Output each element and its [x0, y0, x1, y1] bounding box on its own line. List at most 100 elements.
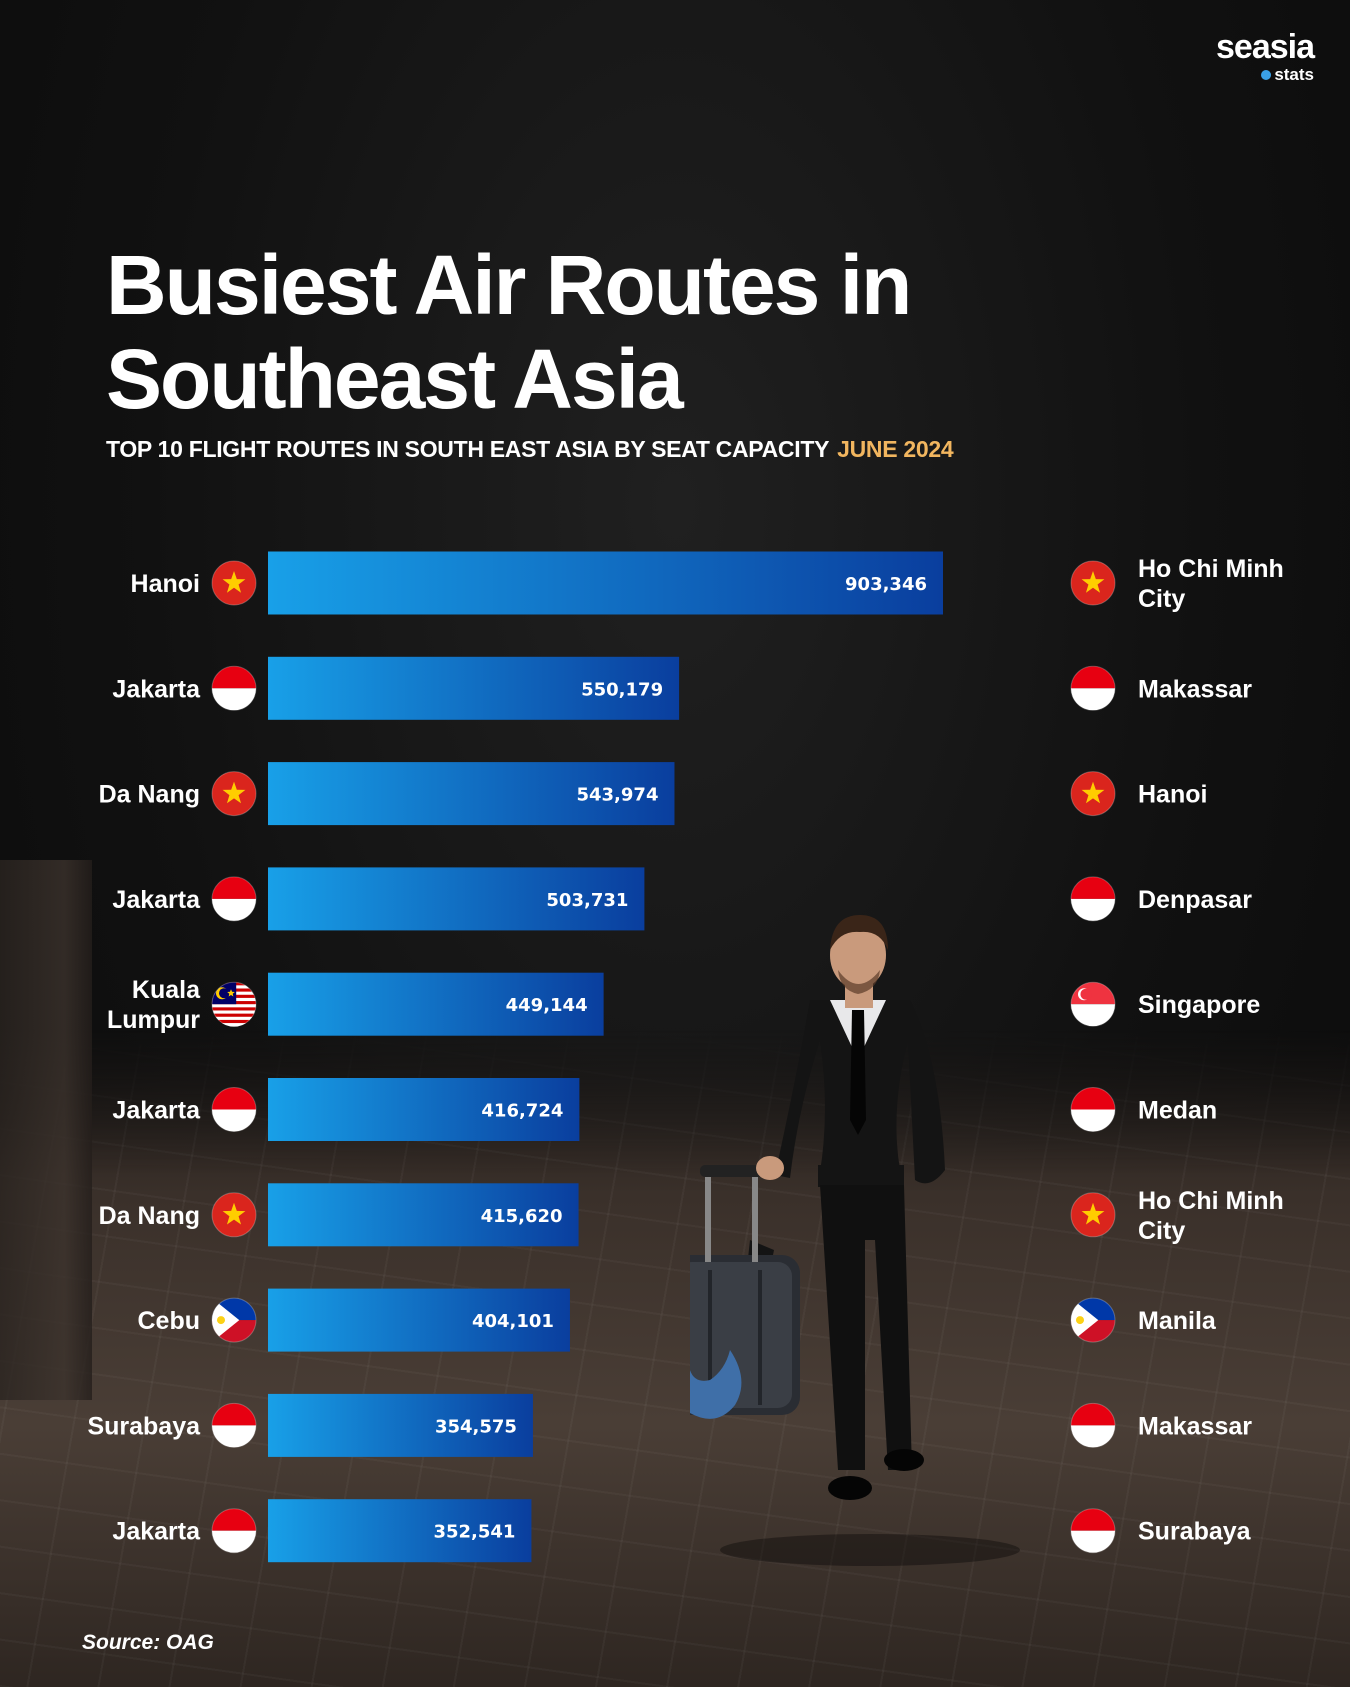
flag-top	[1071, 876, 1115, 899]
flag-top	[212, 1403, 256, 1426]
flag-bottom	[212, 898, 256, 921]
destination-label: Medan	[1138, 1097, 1217, 1125]
indonesia-flag-icon	[1070, 1508, 1116, 1554]
flag-rim	[1070, 1297, 1116, 1343]
bar-value-label: 903,346	[845, 574, 927, 595]
flag-rim	[211, 1192, 257, 1238]
flag-top	[212, 1087, 256, 1110]
flag-body	[212, 1508, 256, 1553]
label-line: Jakarta	[112, 1518, 201, 1546]
flag-top	[212, 666, 256, 689]
indonesia-flag-icon	[211, 1508, 257, 1554]
destination-label: Ho Chi Minh City	[1138, 1187, 1284, 1245]
label-line: Da Nang	[99, 781, 200, 809]
destination-label: Ho Chi Minh City	[1138, 555, 1284, 613]
flag-star	[222, 781, 246, 804]
flag-triangle	[1071, 1298, 1099, 1343]
bar-value-label: 354,575	[435, 1416, 517, 1437]
flag-rim	[211, 1087, 257, 1132]
destination-label: Surabaya	[1138, 1518, 1252, 1546]
flag-top	[1071, 1508, 1115, 1531]
flag-rim	[211, 1402, 257, 1448]
philippines-flag-icon	[1070, 1297, 1116, 1343]
flag-top	[1071, 982, 1115, 1005]
page-title: Busiest Air Routes in Southeast Asia	[106, 238, 912, 426]
background-floor	[0, 1030, 1350, 1687]
subtitle-date: JUNE 2024	[837, 436, 954, 462]
flag-rim	[211, 1297, 257, 1343]
label-line: Makassar	[1138, 1412, 1252, 1440]
label-line: Hanoi	[131, 570, 200, 598]
flag-bottom	[1071, 898, 1115, 921]
vietnam-flag-icon	[211, 560, 257, 606]
flag-body	[1071, 1508, 1115, 1553]
label-line: Ho Chi Minh	[1138, 1187, 1284, 1215]
indonesia-flag-icon	[211, 1402, 257, 1448]
origin-label: Kuala Lumpur	[107, 976, 201, 1034]
indonesia-flag-icon	[1070, 1402, 1116, 1448]
flag-stripe	[212, 1007, 256, 1011]
label-line: Hanoi	[1138, 781, 1207, 809]
flag-stripe	[212, 1019, 256, 1024]
origin-label: Jakarta	[112, 675, 201, 703]
flag-body	[212, 1087, 256, 1132]
indonesia-flag-icon	[211, 665, 257, 711]
destination-label: Singapore	[1138, 991, 1260, 1019]
destination-label: Makassar	[1138, 1412, 1252, 1440]
flag-bottom	[212, 1109, 256, 1132]
philippines-flag-icon	[211, 1297, 257, 1343]
label-line: City	[1138, 585, 1185, 613]
flag-rim	[211, 981, 257, 1027]
flag-body	[1071, 771, 1115, 816]
flag-stripe	[212, 1023, 256, 1027]
flag-bottom	[1071, 1530, 1115, 1553]
label-line: Jakarta	[112, 886, 201, 914]
flag-body	[212, 666, 256, 711]
flag-crescent-cut	[1080, 988, 1092, 1000]
bar-value-label: 503,731	[546, 890, 628, 911]
flag-bottom	[1071, 688, 1115, 711]
flag-body	[212, 982, 256, 1027]
indonesia-flag-icon	[1070, 876, 1116, 922]
flag-top	[212, 1508, 256, 1531]
flag-triangle	[212, 1298, 240, 1343]
label-line: Denpasar	[1138, 886, 1252, 914]
brand-sub-row: stats	[1216, 65, 1314, 85]
subtitle-text: TOP 10 FLIGHT ROUTES IN SOUTH EAST ASIA …	[106, 436, 830, 462]
label-line: Singapore	[1138, 991, 1260, 1019]
traveler-photo	[690, 915, 1020, 1566]
bar-value-label: 404,101	[472, 1311, 554, 1332]
flag-bottom	[1071, 1004, 1115, 1027]
flag-rim	[1070, 665, 1116, 711]
flag-top	[1071, 1087, 1115, 1110]
label-line: Kuala	[132, 976, 201, 1004]
flag-stripe	[212, 1013, 256, 1018]
label-line: Da Nang	[99, 1202, 200, 1230]
origin-label: Da Nang	[99, 781, 200, 809]
label-line: Surabaya	[87, 1412, 201, 1440]
flag-star	[1081, 571, 1105, 593]
origin-label: Jakarta	[112, 1518, 201, 1546]
flag-body	[1071, 561, 1115, 605]
flag-top	[1071, 666, 1115, 689]
origin-label: Jakarta	[112, 1097, 201, 1125]
flag-stripe	[212, 1016, 256, 1021]
flag-top	[212, 876, 256, 899]
route-bar	[268, 1183, 579, 1247]
flag-body	[212, 771, 256, 816]
chart-subtitle: TOP 10 FLIGHT ROUTES IN SOUTH EAST ASIA …	[106, 436, 954, 463]
flag-rim	[1070, 771, 1116, 817]
destination-label: Makassar	[1138, 675, 1252, 703]
flag-rim	[211, 1508, 257, 1554]
route-bar	[268, 1288, 570, 1352]
route-bar	[268, 551, 943, 615]
flag-body	[212, 876, 256, 921]
flag-body	[212, 1298, 256, 1343]
flag-stripe	[212, 1010, 256, 1015]
flag-body	[1071, 1298, 1115, 1343]
flag-body	[1071, 1192, 1115, 1237]
flag-rim	[1070, 981, 1116, 1027]
indonesia-flag-icon	[1070, 1087, 1116, 1132]
